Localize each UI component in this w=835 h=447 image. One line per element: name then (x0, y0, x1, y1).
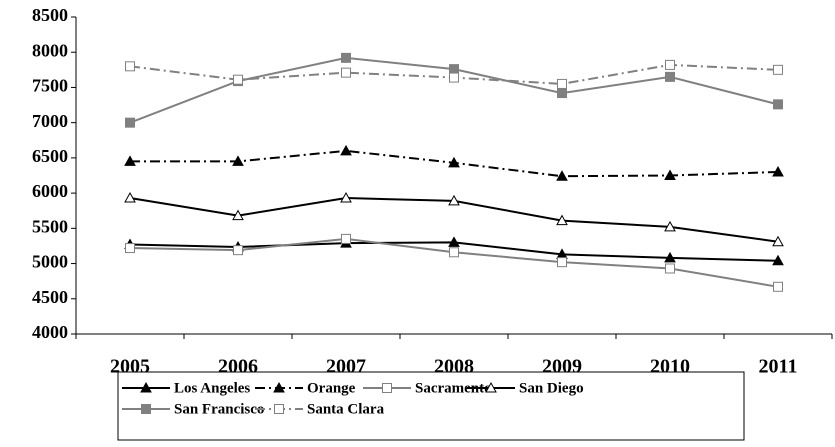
data-point (341, 52, 351, 63)
data-point (341, 233, 351, 244)
legend-label: Santa Clara (307, 401, 385, 417)
legend-marker (273, 381, 285, 393)
legend-label: Orange (307, 380, 356, 396)
y-tick-label: 8500 (32, 5, 68, 25)
data-point (557, 78, 567, 89)
legend-label: Los Angeles (174, 380, 250, 396)
data-point (233, 245, 243, 256)
data-point (341, 67, 351, 78)
legend-marker (382, 383, 392, 393)
legend-label: Sacramento (415, 380, 492, 396)
data-point (449, 64, 459, 75)
y-tick-label: 8000 (32, 40, 68, 60)
data-point (233, 74, 243, 85)
data-point (340, 192, 352, 203)
legend-marker (274, 404, 284, 414)
data-point (232, 209, 244, 221)
data-point (557, 257, 567, 268)
data-point (773, 64, 783, 75)
legend-marker (141, 404, 151, 414)
x-tick-label: 2010 (650, 356, 690, 378)
x-tick-label: 2008 (434, 356, 474, 378)
legend-label: San Francisco (174, 401, 264, 417)
y-tick-label: 5000 (32, 252, 68, 272)
data-point (448, 156, 460, 168)
legend-label: San Diego (519, 380, 584, 396)
data-point (232, 155, 244, 166)
data-point (124, 155, 136, 166)
data-point (449, 247, 459, 258)
x-tick-label: 2005 (110, 356, 150, 378)
data-point (665, 71, 675, 82)
data-point (664, 220, 676, 232)
x-tick-label: 2009 (542, 356, 582, 378)
data-point (665, 59, 675, 70)
data-point (340, 144, 352, 156)
data-point (773, 99, 783, 110)
y-tick-label: 7000 (32, 111, 68, 131)
y-tick-label: 5500 (32, 216, 68, 236)
data-point (556, 214, 568, 226)
legend-box (117, 371, 745, 441)
data-point (665, 263, 675, 274)
data-point (772, 254, 784, 266)
data-point (557, 88, 567, 99)
data-point (125, 117, 135, 128)
y-tick-label: 7500 (32, 76, 68, 96)
data-point (664, 251, 676, 263)
data-point (556, 170, 568, 181)
legend-marker (140, 381, 152, 393)
data-point (449, 72, 459, 83)
data-point (125, 61, 135, 72)
data-point (448, 194, 460, 206)
data-point (664, 169, 676, 180)
x-tick-label: 2007 (326, 356, 366, 378)
data-point (448, 236, 460, 247)
y-tick-label: 4000 (32, 322, 68, 342)
data-point (125, 243, 135, 254)
legend-marker (485, 381, 497, 393)
y-tick-label: 4500 (32, 287, 68, 307)
y-tick-label: 6500 (32, 146, 68, 166)
x-tick-label: 2011 (759, 356, 798, 378)
data-point (772, 165, 784, 177)
x-tick-label: 2006 (218, 356, 258, 378)
y-tick-label: 6000 (32, 181, 68, 201)
data-point (773, 281, 783, 292)
data-point (772, 235, 784, 247)
data-point (124, 192, 136, 203)
